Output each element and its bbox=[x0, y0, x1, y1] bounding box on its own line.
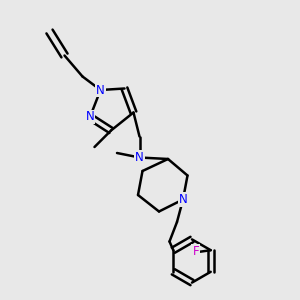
Text: F: F bbox=[192, 245, 199, 258]
Text: N: N bbox=[96, 83, 105, 97]
Text: N: N bbox=[135, 151, 144, 164]
Text: N: N bbox=[178, 193, 188, 206]
Text: N: N bbox=[85, 110, 94, 124]
